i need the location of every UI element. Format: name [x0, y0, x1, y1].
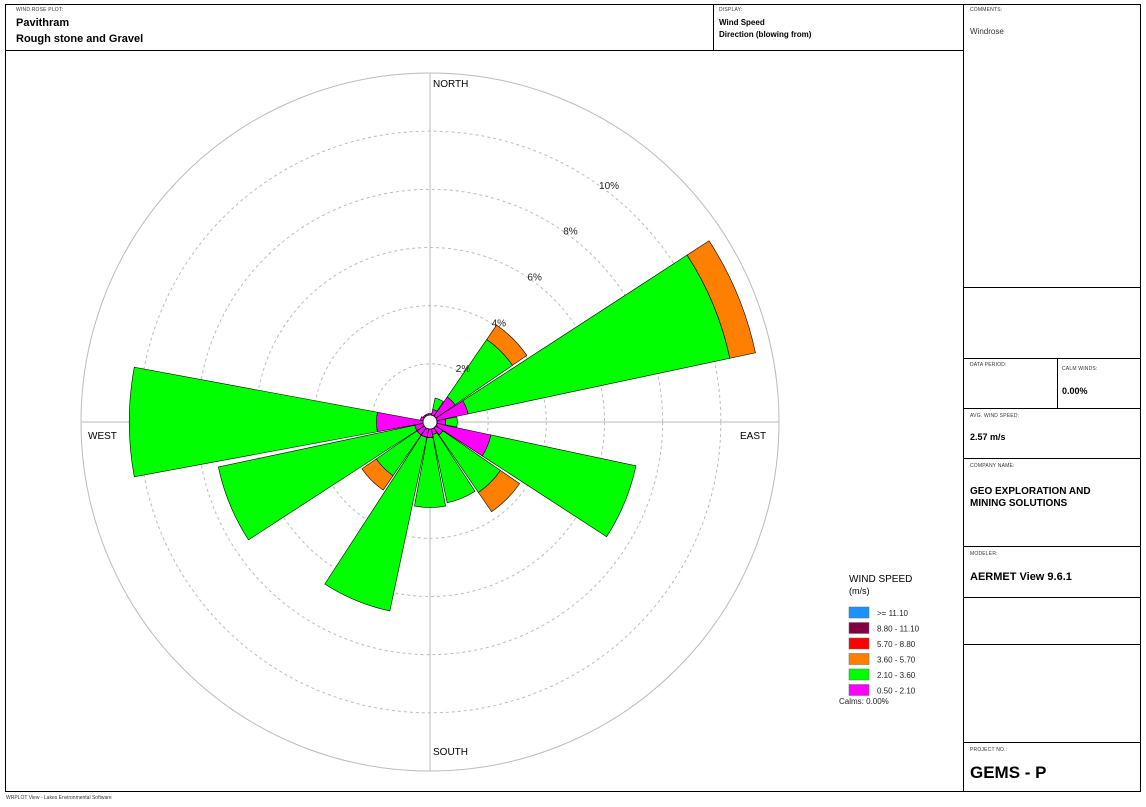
- display-label: DISPLAY:: [719, 7, 743, 13]
- sidebar-sep-5: [963, 546, 1141, 547]
- ring-label: 2%: [456, 364, 471, 375]
- header-split: [713, 4, 714, 51]
- calm-winds-value: 0.00%: [1062, 386, 1088, 396]
- west-label: WEST: [88, 431, 117, 442]
- sector-ene-high-band: [686, 240, 756, 359]
- south-label: SOUTH: [433, 747, 468, 758]
- sector-wsw-mid-band: [217, 424, 418, 541]
- plot-label: WIND ROSE PLOT:: [16, 7, 64, 13]
- legend-item-label: 3.60 - 5.70: [877, 656, 916, 665]
- avg-speed-value: 2.57 m/s: [970, 432, 1006, 442]
- sidebar-sep-7: [963, 644, 1141, 645]
- sector-ese-mid-band: [481, 434, 637, 538]
- sector-ssw-mid-band: [324, 434, 428, 612]
- display-line-2: Direction (blowing from): [719, 30, 812, 39]
- legend-item-label: 0.50 - 2.10: [877, 687, 916, 696]
- calm-winds-label: CALM WINDS:: [1062, 366, 1098, 372]
- company-line-1: GEO EXPLORATION AND: [970, 486, 1091, 497]
- page-frame: [5, 4, 1141, 792]
- sidebar-sep-2: [963, 358, 1141, 359]
- ring-label: 10%: [599, 181, 619, 192]
- legend-item-label: 2.10 - 3.60: [877, 671, 916, 680]
- north-label: NORTH: [433, 79, 468, 90]
- legend-swatch: [848, 606, 870, 619]
- display-line-1: Wind Speed: [719, 18, 765, 27]
- legend-swatch: [848, 668, 870, 681]
- sector-se-high-band: [478, 470, 521, 513]
- sidebar-divider: [963, 4, 964, 792]
- legend-item-label: 8.80 - 11.10: [877, 625, 920, 634]
- project-value: GEMS - P: [970, 763, 1047, 782]
- sector-ne-high-band: [486, 324, 528, 366]
- sector-sse-mid-band: [432, 432, 476, 504]
- data-period-split: [1057, 358, 1058, 408]
- company-label: COMPANY NAME:: [970, 463, 1015, 469]
- sector-e-mid-band: [445, 416, 458, 428]
- sidebar-sep-8: [963, 742, 1141, 743]
- legend-swatch: [848, 637, 870, 650]
- east-label: EAST: [740, 431, 766, 442]
- legend-item-label: >= 11.10: [877, 609, 909, 618]
- avg-speed-label: AVG. WIND SPEED:: [970, 413, 1020, 419]
- legend-item-label: 5.70 - 8.80: [877, 640, 916, 649]
- site-subtitle: Rough stone and Gravel: [16, 33, 144, 45]
- legend-swatch: [848, 622, 870, 634]
- wind-rose-chart: 2% 4% 6% 8% 10% NORTH SOUTH EAST WEST WIND SPEED(…: [80, 72, 920, 772]
- sidebar-sep-4: [963, 458, 1141, 459]
- modeler-label: MODELER:: [970, 551, 998, 557]
- modeler-value: AERMET View 9.6.1: [970, 571, 1072, 583]
- sidebar-sep-1: [963, 287, 1141, 288]
- sector-w-mid-band: [128, 366, 378, 478]
- center-hub: [422, 414, 438, 430]
- ring-label: 6%: [527, 272, 542, 283]
- sidebar-sep-6: [963, 597, 1141, 598]
- site-name: Pavithram: [16, 17, 70, 29]
- data-period-label: DATA PERIOD:: [970, 362, 1007, 368]
- comments-value: Windrose: [970, 27, 1004, 36]
- header-divider: [5, 50, 963, 51]
- sector-sw-high-band: [361, 458, 394, 491]
- legend-calms: Calms: 0.00%: [839, 697, 889, 706]
- project-label: PROJECT NO.:: [970, 747, 1008, 753]
- sidebar-sep-3: [963, 408, 1141, 409]
- legend-units: (m/s): [849, 586, 870, 596]
- company-line-2: MINING SOLUTIONS: [970, 498, 1068, 509]
- legend-swatch: [848, 653, 870, 665]
- legend-title: WIND SPEED: [849, 574, 912, 585]
- ring-label: 4%: [492, 318, 507, 329]
- ring-label: 8%: [563, 227, 578, 238]
- footer-text: WRPLOT View - Lakes Environmental Softwa…: [6, 795, 112, 801]
- comments-label: COMMENTS:: [970, 7, 1003, 13]
- sector-nne-mid-band: [432, 397, 444, 412]
- sector-s-mid-band: [414, 437, 446, 508]
- legend-swatch: [848, 684, 870, 696]
